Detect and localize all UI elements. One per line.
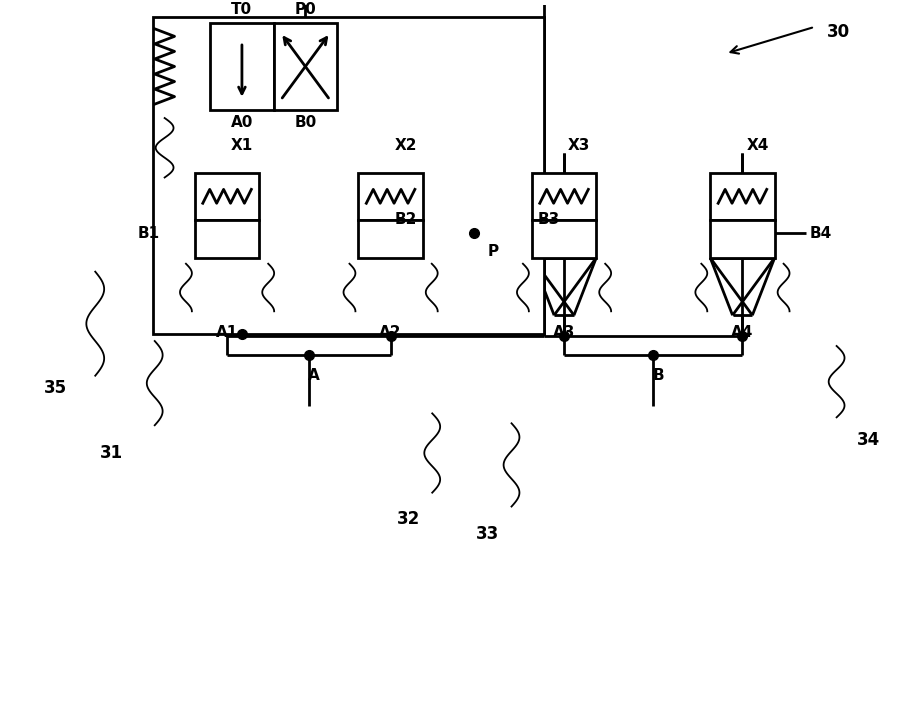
- Text: P0: P0: [295, 2, 317, 17]
- Text: P: P: [488, 244, 499, 258]
- Text: A3: A3: [553, 325, 576, 340]
- Text: X2: X2: [394, 138, 417, 153]
- Text: X3: X3: [568, 138, 590, 153]
- Text: 31: 31: [100, 444, 123, 462]
- Bar: [359, 172, 423, 220]
- Bar: [195, 172, 259, 220]
- Text: B3: B3: [538, 212, 560, 227]
- Text: X1: X1: [231, 138, 253, 153]
- Text: X4: X4: [747, 138, 769, 153]
- Bar: [210, 23, 274, 110]
- Text: B2: B2: [394, 212, 417, 227]
- Text: B: B: [652, 368, 664, 383]
- Bar: [710, 172, 775, 220]
- Text: 32: 32: [397, 510, 420, 529]
- Bar: [359, 220, 423, 258]
- Bar: [195, 220, 259, 258]
- Bar: [274, 23, 337, 110]
- Text: 34: 34: [856, 431, 880, 449]
- Text: A1: A1: [216, 325, 238, 340]
- Text: 35: 35: [44, 379, 67, 397]
- Text: B1: B1: [138, 226, 160, 241]
- Text: A4: A4: [731, 325, 754, 340]
- Text: A0: A0: [231, 116, 253, 130]
- Bar: [153, 17, 544, 334]
- Bar: [532, 172, 597, 220]
- Text: A2: A2: [380, 325, 402, 340]
- Text: B0: B0: [295, 116, 317, 130]
- Text: A: A: [308, 368, 319, 383]
- Bar: [532, 220, 597, 258]
- Text: 33: 33: [476, 526, 500, 543]
- Bar: [710, 220, 775, 258]
- Text: T0: T0: [231, 2, 253, 17]
- Text: B4: B4: [810, 226, 832, 241]
- Text: 30: 30: [827, 22, 850, 41]
